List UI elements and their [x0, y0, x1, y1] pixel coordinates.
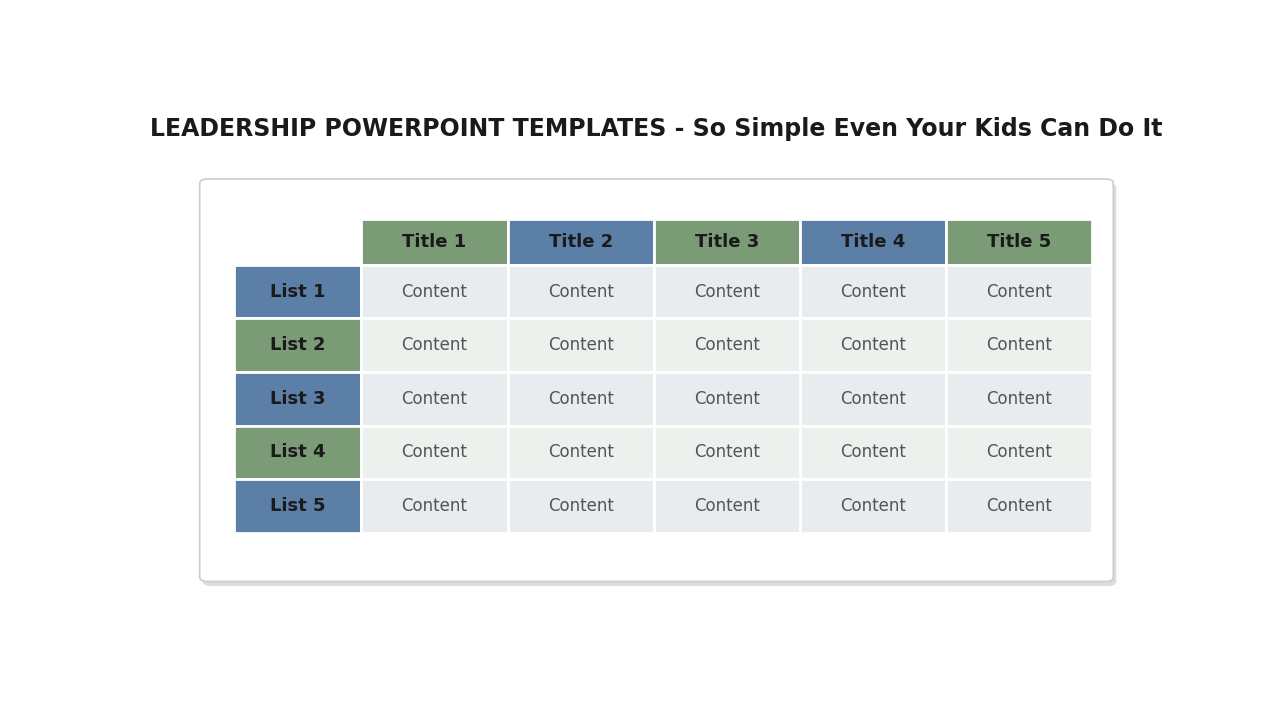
Bar	[946, 220, 1093, 265]
Text: Title 1: Title 1	[402, 233, 467, 251]
Bar	[654, 265, 800, 318]
Bar	[508, 318, 654, 372]
Text: Content: Content	[548, 390, 613, 408]
Bar	[654, 426, 800, 479]
Bar	[361, 265, 508, 318]
Text: Content: Content	[694, 283, 760, 301]
Text: List 3: List 3	[270, 390, 325, 408]
Bar	[508, 265, 654, 318]
Text: Content: Content	[987, 390, 1052, 408]
Bar	[234, 265, 361, 318]
Bar	[800, 479, 946, 533]
Text: Content: Content	[402, 444, 467, 462]
Text: LEADERSHIP POWERPOINT TEMPLATES - So Simple Even Your Kids Can Do It: LEADERSHIP POWERPOINT TEMPLATES - So Sim…	[150, 117, 1162, 141]
Text: Content: Content	[840, 497, 906, 515]
Bar	[946, 426, 1093, 479]
Bar	[361, 426, 508, 479]
FancyBboxPatch shape	[200, 179, 1114, 582]
Text: Content: Content	[402, 390, 467, 408]
Bar	[946, 372, 1093, 426]
FancyBboxPatch shape	[202, 184, 1116, 586]
Text: Title 4: Title 4	[841, 233, 905, 251]
Text: Content: Content	[987, 444, 1052, 462]
Bar	[361, 372, 508, 426]
Text: Content: Content	[548, 336, 613, 354]
Bar	[508, 426, 654, 479]
Text: Content: Content	[987, 336, 1052, 354]
Text: Content: Content	[548, 444, 613, 462]
Text: Content: Content	[548, 497, 613, 515]
Text: List 2: List 2	[270, 336, 325, 354]
Bar	[946, 265, 1093, 318]
Text: Content: Content	[402, 497, 467, 515]
Bar	[654, 479, 800, 533]
Bar	[234, 318, 361, 372]
Text: Content: Content	[694, 336, 760, 354]
Bar	[800, 220, 946, 265]
Text: Content: Content	[840, 283, 906, 301]
Bar	[361, 318, 508, 372]
Text: List 5: List 5	[270, 497, 325, 515]
Bar	[234, 372, 361, 426]
Text: Content: Content	[548, 283, 613, 301]
Bar	[946, 318, 1093, 372]
Bar	[654, 318, 800, 372]
Bar	[800, 318, 946, 372]
Text: Content: Content	[987, 497, 1052, 515]
Bar	[654, 220, 800, 265]
Text: Content: Content	[402, 283, 467, 301]
Bar	[654, 372, 800, 426]
Bar	[234, 479, 361, 533]
Bar	[361, 479, 508, 533]
Text: Content: Content	[840, 336, 906, 354]
Text: Content: Content	[840, 444, 906, 462]
Text: Content: Content	[694, 390, 760, 408]
Text: List 1: List 1	[270, 283, 325, 301]
Text: List 4: List 4	[270, 444, 325, 462]
Bar	[800, 372, 946, 426]
Text: Content: Content	[840, 390, 906, 408]
Text: Title 2: Title 2	[549, 233, 613, 251]
Text: Content: Content	[987, 283, 1052, 301]
Bar	[508, 372, 654, 426]
Bar	[508, 220, 654, 265]
Text: Content: Content	[694, 497, 760, 515]
Bar	[508, 479, 654, 533]
Bar	[800, 426, 946, 479]
Bar	[234, 426, 361, 479]
Bar	[361, 220, 508, 265]
Text: Title 5: Title 5	[987, 233, 1051, 251]
Bar	[946, 479, 1093, 533]
Text: Title 3: Title 3	[695, 233, 759, 251]
Text: Content: Content	[694, 444, 760, 462]
Text: Content: Content	[402, 336, 467, 354]
Bar	[800, 265, 946, 318]
